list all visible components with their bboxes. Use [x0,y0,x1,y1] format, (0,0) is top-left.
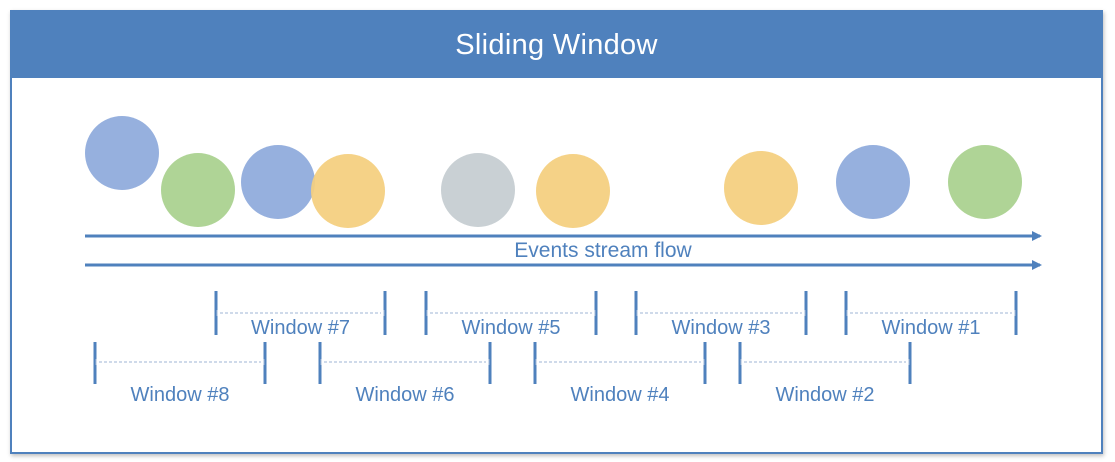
event-circle-orange [536,154,610,228]
window-label: Window #1 [882,317,981,339]
window-bottom-3: Window #2 [738,342,912,406]
event-circle-orange [724,151,798,225]
window-bottom-0: Window #8 [93,342,267,406]
windows-layer: Window #7 Window #5 Window #3 Window #1 Wind… [93,291,1018,406]
window-label: Window #8 [131,384,230,406]
window-top-3: Window #1 [844,291,1018,339]
window-top-0: Window #7 [214,291,387,339]
window-bottom-1: Window #6 [318,342,492,406]
window-label: Window #4 [571,384,670,406]
event-circle-orange [311,154,385,228]
event-circle-green [161,153,235,227]
window-label: Window #7 [251,317,350,339]
window-label: Window #3 [672,317,771,339]
window-label: Window #6 [356,384,455,406]
event-circle-green [948,145,1022,219]
diagram-frame: Sliding Window [10,10,1103,454]
window-top-2: Window #3 [634,291,808,339]
stream-label: Events stream flow [514,239,692,262]
diagram-title: Sliding Window [455,28,658,61]
window-top-1: Window #5 [424,291,598,339]
window-bottom-2: Window #4 [533,342,707,406]
event-circle-blue [241,145,315,219]
title-bar: Sliding Window [12,12,1101,78]
event-circle-blue [836,145,910,219]
window-label: Window #2 [776,384,875,406]
event-circle-gray [441,153,515,227]
window-label: Window #5 [462,317,561,339]
events-layer [85,116,1022,228]
event-circle-blue [85,116,159,190]
